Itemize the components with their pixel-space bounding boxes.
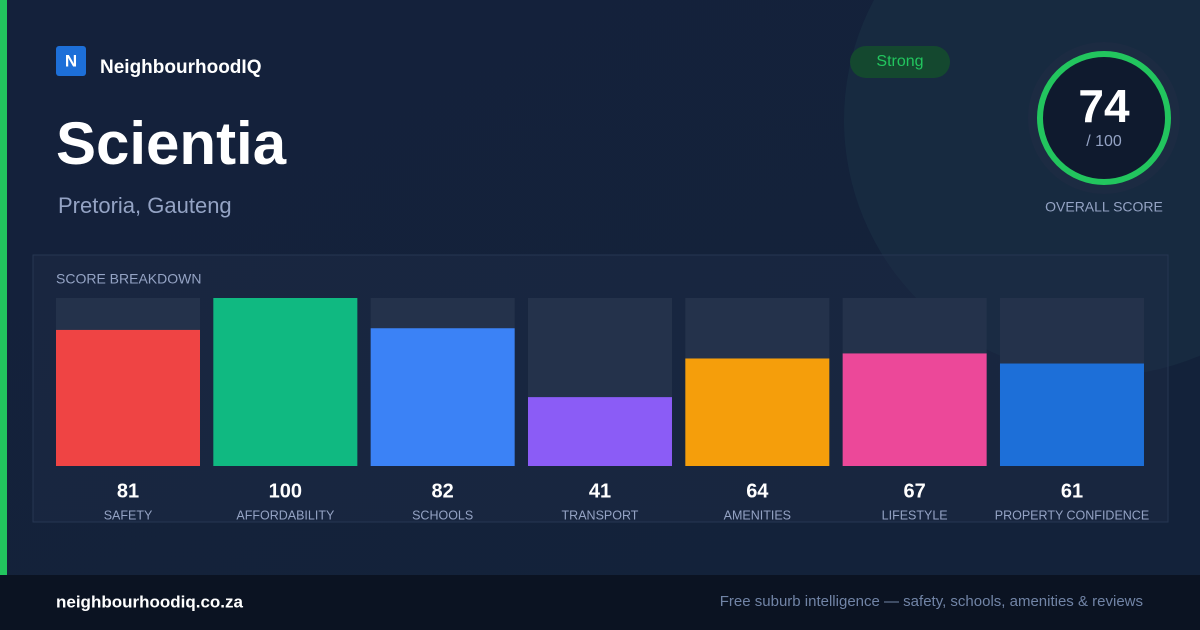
overall-label: OVERALL SCORE (1045, 199, 1163, 215)
footer (0, 575, 1200, 630)
bar (842, 353, 987, 466)
value-label: 82 (432, 480, 454, 502)
bar (685, 358, 830, 466)
logo-letter: N (65, 51, 77, 70)
category-label: PROPERTY CONFIDENCE (995, 508, 1149, 522)
category-label: TRANSPORT (562, 508, 639, 522)
logo-box (56, 46, 86, 76)
overall-score: 74 (1078, 80, 1130, 132)
value-label: 81 (117, 480, 139, 502)
category-label: LIFESTYLE (882, 508, 948, 522)
score-ring (1037, 51, 1171, 185)
score-max: / 100 (1086, 133, 1122, 150)
value-label: 64 (746, 480, 769, 502)
bar (370, 328, 515, 466)
category-label: SAFETY (104, 508, 153, 522)
bar (56, 329, 200, 466)
location: Pretoria, Gauteng (58, 193, 232, 218)
breakdown-title: SCORE BREAKDOWN (56, 271, 201, 287)
bar (527, 397, 672, 466)
value-label: 61 (1061, 480, 1083, 502)
value-label: 100 (269, 480, 302, 502)
bar (999, 363, 1144, 466)
category-label: AFFORDABILITY (236, 508, 335, 522)
footer-tagline: Free suburb intelligence — safety, schoo… (720, 593, 1143, 610)
footer-site: neighbourhoodiq.co.za (56, 592, 244, 611)
value-label: 67 (904, 480, 926, 502)
category-label: AMENITIES (724, 508, 791, 522)
category-label: SCHOOLS (412, 508, 473, 522)
badge (850, 46, 950, 78)
value-label: 41 (589, 480, 611, 502)
brand-name: NeighbourhoodIQ (100, 57, 261, 78)
bar-group: 81 SAFETY 100 AFFORDABILITY 82 SCHOOLS 41 TRANS… (56, 298, 1149, 522)
suburb-title: Scientia (56, 110, 287, 177)
accent-stripe (0, 0, 7, 575)
badge-text: Strong (876, 53, 923, 70)
bar (213, 298, 358, 466)
